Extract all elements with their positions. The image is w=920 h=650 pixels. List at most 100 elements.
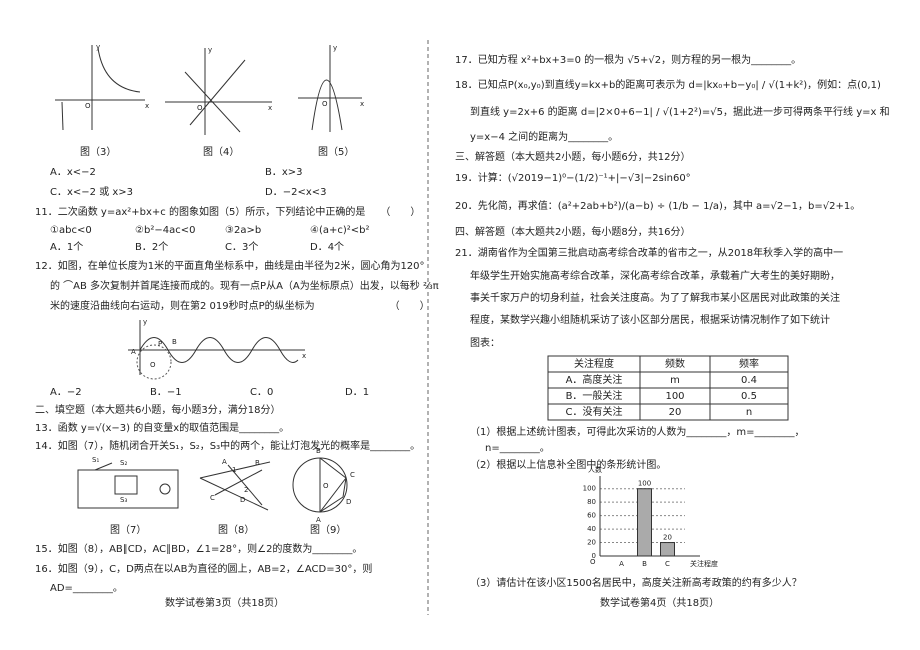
option: D．1 (345, 387, 369, 398)
axis-label: y (96, 43, 100, 51)
angle-label: 2 (244, 486, 248, 494)
switch-label: S₂ (120, 459, 127, 467)
table-header: 频数 (665, 357, 685, 370)
figure-5: y x O 图（5） (298, 44, 364, 158)
table-header: 关注程度 (574, 357, 614, 370)
question: 19．计算：(√2019−1)⁰−(1/2)⁻¹+|−√3|−2sin60° (455, 171, 691, 184)
x-tick-label: B (642, 560, 647, 568)
y-tick-label: 0 (592, 552, 596, 560)
question: 13．函数 y=√(x−3) 的自变量x的取值范围是________。 (35, 421, 289, 434)
question: 程度，某数学兴趣小组随机采访了该小区部分居民，根据采访情况制作了如下统计 (470, 313, 830, 326)
y-tick-label: 80 (587, 498, 596, 506)
axis-label: x (268, 104, 272, 112)
figure-caption: 图（5） (318, 146, 354, 158)
figure-4: y x O 图（4） (165, 46, 272, 158)
axis-label: x (145, 102, 149, 110)
figure-caption: 图（4） (203, 146, 239, 158)
option: D．−2<x<3 (265, 187, 326, 198)
point-label: B (172, 338, 177, 346)
axis-label: y (143, 318, 147, 326)
switch-label: S₁ (92, 456, 99, 464)
point-label: A (222, 458, 227, 466)
question: 到直线 y=2x+6 的距离 d=|2×0+6−1| / √(1+2²)=√5，… (470, 105, 890, 118)
question: 的 ⌒AB 多次复制并首尾连接而成的。现有一点P从A（A为坐标原点）出发，以每秒… (50, 279, 439, 292)
question: 图表： (470, 336, 500, 349)
figure-7: S₁ S₂ S₃ 图（7） (77, 456, 179, 536)
point-label: A (131, 348, 136, 356)
point-label: O (323, 482, 329, 490)
figure-curve: y x A B O P (128, 318, 306, 380)
x-tick-label: A (619, 560, 624, 568)
point-label: P (158, 340, 162, 348)
bar (660, 542, 675, 557)
section-heading: 三、解答题（本大题共2小题，每小题6分，共12分） (455, 150, 690, 163)
question: （3）请估计在该小区1500名居民中，高度关注新高考政策的约有多少人？ (470, 576, 802, 589)
question: 16．如图（9），C，D两点在以AB为直径的圆上，AB=2，∠ACD=30°，则 (35, 562, 372, 575)
question: 12．如图，在单位长度为1米的平面直角坐标系中，曲线是由半径为2米，圆心角为12… (35, 259, 425, 272)
question: y=x−4 之间的距离为________。 (470, 130, 618, 143)
question: （2）根据以上信息补全图中的条形统计图。 (470, 458, 666, 471)
question: 事关千家万户的切身利益，社会关注度高。为了了解我市某小区居民对此政策的关注 (470, 291, 840, 304)
origin-label: O (590, 558, 596, 566)
option: B．−1 (150, 387, 182, 398)
axis-label: x (302, 352, 306, 360)
y-tick-label: 60 (587, 512, 596, 520)
switch-label: S₃ (120, 496, 127, 504)
angle-label: 1 (232, 466, 236, 474)
frequency-table: 关注程度 频数 频率 A．高度关注 m 0.4 B．一般关注 100 0.5 C．没有关注 20 n (547, 355, 789, 421)
question: 14．如图（7），随机闭合开关S₁，S₂，S₃中的两个，能让灯泡发光的概率是__… (35, 439, 420, 452)
page-footer: 数学试卷第4页（共18页） (600, 596, 719, 609)
statement: ②b²−4ac<0 (135, 225, 195, 236)
value-label: 20 (663, 534, 672, 542)
figure-3: y x O 图（3） (55, 43, 149, 158)
question: 米的速度沿曲线向右运动，则在第2 019秒时点P的纵坐标为 （ ） (50, 299, 430, 312)
axis-label: O (85, 102, 91, 110)
point-label: B (316, 447, 321, 455)
point-label: B (255, 459, 260, 467)
option: A．1个 (50, 241, 83, 253)
point-label: C (210, 494, 215, 502)
question: 17．已知方程 x²+bx+3=0 的一根为 √5+√2，则方程的另一根为___… (455, 53, 801, 66)
table-cell: m (670, 375, 680, 386)
question: （1）根据上述统计图表，可得此次采访的人数为________，m=_______… (470, 425, 804, 438)
question: 年级学生开始实施高考综合改革，深化高考综合改革，承载着广大考生的美好期盼， (470, 269, 840, 282)
axis-label: O (322, 100, 328, 108)
table-cell: 0.4 (741, 375, 757, 386)
figure-8: A B C D 1 2 图（8） (199, 458, 271, 536)
table-cell: 20 (669, 407, 682, 418)
table-cell: n (746, 407, 752, 418)
axis-label: y (208, 46, 212, 54)
axis-label: x (360, 100, 364, 108)
option: A．x<−2 (50, 167, 96, 178)
figure-caption: 图（8） (218, 524, 254, 536)
point-label: C (350, 471, 355, 479)
option: C．x<−2 或 x>3 (50, 186, 133, 198)
question: 15．如图（8），AB∥CD，AC∥BD，∠1=28°，则∠2的度数为_____… (35, 542, 362, 555)
y-tick-label: 100 (583, 485, 596, 493)
option: B．2个 (135, 241, 168, 253)
point-label: D (240, 496, 245, 504)
table-cell: A．高度关注 (566, 373, 623, 386)
question: AD=________。 (50, 583, 123, 594)
table-cell: B．一般关注 (566, 389, 623, 402)
table-cell: 100 (665, 391, 684, 402)
point-label: D (346, 498, 351, 506)
axis-label: y (333, 44, 337, 52)
figure-caption: 图（7） (110, 524, 146, 536)
question: 21．湖南省作为全国第三批启动高考综合改革的省市之一，从2018年秋季入学的高中… (455, 246, 843, 259)
figure-caption: 图（9） (310, 524, 346, 536)
option: D．4个 (310, 241, 344, 253)
y-tick-label: 20 (587, 539, 596, 547)
table-cell: 0.5 (741, 391, 757, 402)
x-axis-title: 关注程度 (690, 559, 718, 568)
axis-label: O (197, 104, 203, 112)
figure-caption: 图（3） (80, 146, 116, 158)
option: B．x>3 (265, 167, 303, 178)
statement: ④(a+c)²<b² (310, 225, 370, 236)
statement: ①abc<0 (50, 225, 92, 236)
point-label: A (316, 516, 321, 524)
question: 18．已知点P(x₀,y₀)到直线y=kx+b的距离可表示为 d=|kx₀+b−… (455, 78, 881, 91)
